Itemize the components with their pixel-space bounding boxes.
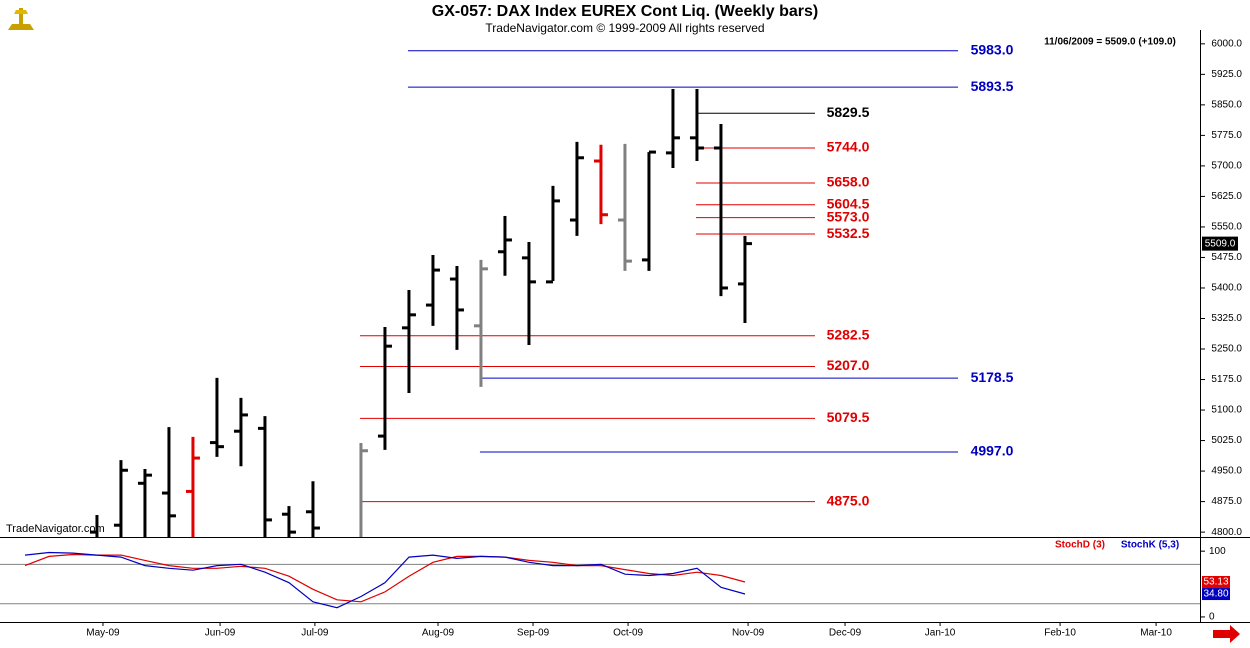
x-tick-label: Mar-10 [1140, 628, 1172, 639]
level-label: 4997.0 [971, 443, 1014, 459]
last-price-box [1202, 236, 1238, 251]
y-tick-label: 5775.0 [1211, 130, 1242, 141]
x-tick-label: Aug-09 [422, 628, 455, 639]
y-tick-label: 6000.0 [1211, 38, 1242, 49]
x-tick-label: Dec-09 [829, 628, 862, 639]
x-tick-label: Oct-09 [613, 628, 643, 639]
y-tick-label: 5325.0 [1211, 313, 1242, 324]
y-tick-label: 4875.0 [1211, 496, 1242, 507]
level-label: 5658.0 [827, 174, 870, 190]
y-tick-label: 5625.0 [1211, 191, 1242, 202]
y-tick-label: 5550.0 [1211, 222, 1242, 233]
logo [8, 8, 34, 30]
last-value-box [1202, 575, 1230, 588]
x-tick-label: Jun-09 [205, 628, 236, 639]
last-price-label: 5509.0 [1205, 238, 1236, 249]
last-info: 11/06/2009 = 5509.0 (+109.0) [1044, 37, 1176, 48]
y-tick-label: 5175.0 [1211, 374, 1242, 385]
last-value-box [1202, 588, 1230, 601]
y-tick-label: 5850.0 [1211, 100, 1242, 111]
watermark: TradeNavigator.com [6, 523, 105, 535]
chart-title: GX-057: DAX Index EUREX Cont Liq. (Weekl… [432, 3, 818, 20]
last-value-label: 53.13 [1203, 577, 1228, 588]
level-label: 5178.5 [971, 369, 1014, 385]
x-tick-label: May-09 [86, 628, 120, 639]
level-label: 5604.5 [827, 195, 870, 211]
legend-entry: StochD (3) [1055, 540, 1105, 551]
level-label: 5893.5 [971, 78, 1014, 94]
x-tick-label: Feb-10 [1044, 628, 1076, 639]
y-tick-label: 5925.0 [1211, 69, 1242, 80]
stoch-panel [0, 551, 1200, 609]
price-panel [89, 50, 958, 537]
level-label: 5829.5 [827, 104, 870, 120]
scroll-arrow[interactable] [1213, 625, 1240, 643]
chart-subtitle: TradeNavigator.com © 1999-2009 All right… [485, 21, 764, 35]
legend-entry: StochK (5,3) [1121, 540, 1179, 551]
x-tick-label: Jul-09 [301, 628, 329, 639]
x-tick-label: Sep-09 [517, 628, 550, 639]
level-label: 5744.0 [827, 139, 870, 155]
y-tick-label: 5100.0 [1211, 405, 1242, 416]
y-tick-label: 5475.0 [1211, 252, 1242, 263]
stoch-line [24, 553, 746, 603]
level-label: 5983.0 [971, 41, 1014, 57]
x-tick-label: Jan-10 [925, 628, 956, 639]
last-value-label: 34.80 [1203, 589, 1228, 600]
level-label: 5282.5 [827, 326, 870, 342]
y-tick-label: 0 [1209, 612, 1215, 623]
y-tick-label: 4800.0 [1211, 527, 1242, 538]
level-label: 4875.0 [827, 492, 870, 508]
y-tick-label: 5700.0 [1211, 161, 1242, 172]
axes: 6000.0 5925.0 5850.0 5775.0 5700.0 5625.0 5550… [86, 38, 1242, 638]
level-label: 5573.0 [827, 208, 870, 224]
x-tick-label: Nov-09 [732, 628, 765, 639]
y-tick-label: 4950.0 [1211, 466, 1242, 477]
y-tick-label: 5025.0 [1211, 435, 1242, 446]
level-label: 5079.5 [827, 409, 870, 425]
y-tick-label: 5250.0 [1211, 344, 1242, 355]
level-label: 5532.5 [827, 225, 870, 241]
stoch-line [24, 551, 746, 609]
y-tick-label: 100 [1209, 546, 1226, 557]
y-tick-label: 5400.0 [1211, 283, 1242, 294]
level-label: 5207.0 [827, 357, 870, 373]
